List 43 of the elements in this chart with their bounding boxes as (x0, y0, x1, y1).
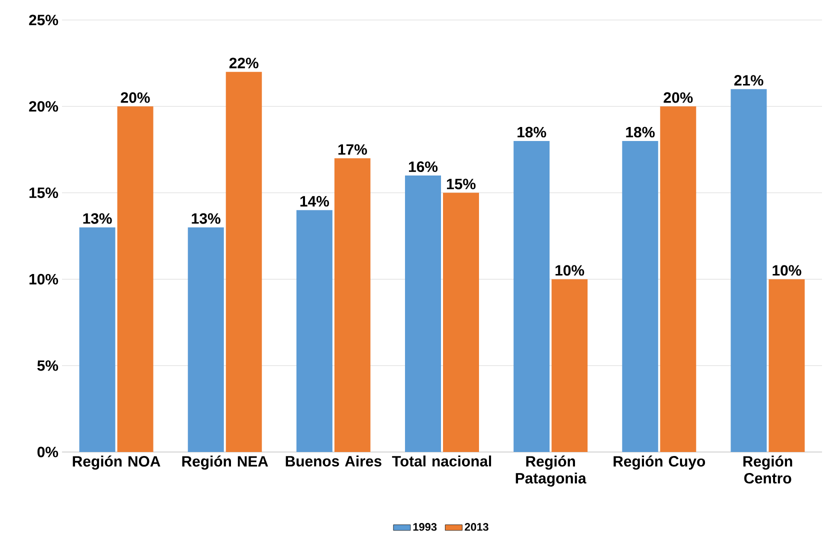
bar (514, 140, 550, 452)
bar (622, 140, 658, 452)
x-tick-label: Total nacional (392, 456, 492, 466)
data-label: 17% (338, 144, 367, 155)
x-tick-label: Región Cuyo (614, 456, 706, 470)
x-tick-label: Región NEA (182, 456, 268, 470)
bar (226, 72, 262, 452)
x-tick-label: Buenos Aires (286, 456, 382, 466)
bar (552, 279, 588, 452)
data-label: 18% (518, 126, 546, 138)
bar (730, 89, 767, 452)
bar (79, 227, 116, 452)
data-label: 10% (772, 265, 802, 276)
y-tick-label: 5% (37, 360, 58, 371)
legend-label: 2013 (464, 523, 488, 531)
data-label: 13% (83, 213, 112, 224)
data-label: 18% (626, 126, 655, 138)
data-label: 22% (229, 58, 258, 68)
bar (443, 192, 479, 452)
data-label: 10% (556, 265, 584, 276)
x-tick-label: Región Patagonia (516, 456, 586, 487)
bar (405, 176, 442, 452)
data-label: 16% (408, 161, 438, 172)
data-label: 20% (664, 92, 693, 103)
data-label: 15% (446, 178, 476, 190)
x-tick-label: Región NOA (72, 456, 160, 470)
bar (334, 158, 370, 452)
y-tick-label: 20% (29, 101, 58, 112)
bar (660, 106, 696, 452)
y-tick-label: 10% (30, 274, 58, 284)
data-label: 13% (192, 213, 220, 224)
bar (296, 210, 332, 452)
bar (117, 106, 154, 452)
y-tick-label: 25% (29, 14, 58, 26)
y-tick-label: 15% (30, 188, 58, 198)
y-tick-label: 0% (37, 446, 58, 458)
data-label: 21% (734, 75, 764, 86)
bar (768, 279, 805, 452)
bar (188, 227, 224, 452)
x-tick-label: Región Centro (743, 456, 792, 484)
legend-label: 1993 (413, 523, 437, 531)
data-label: 14% (300, 196, 329, 207)
data-label: 20% (120, 92, 150, 103)
